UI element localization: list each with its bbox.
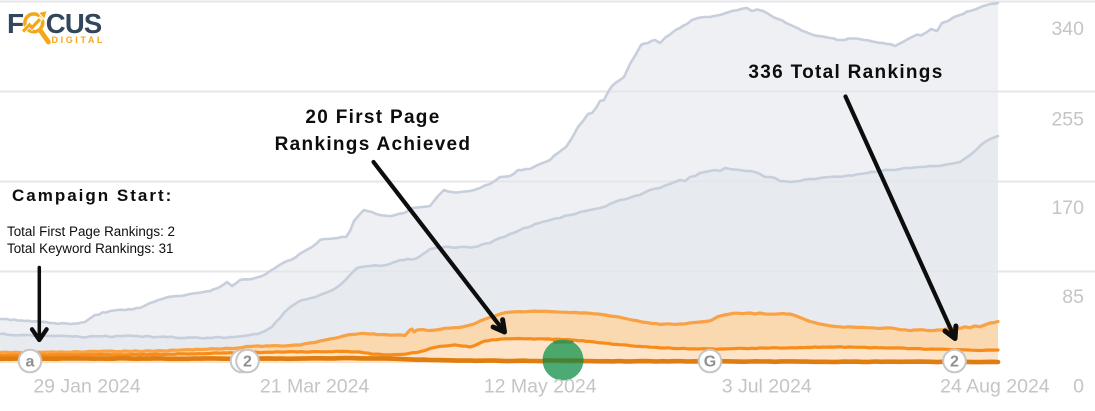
svg-text:2: 2 [950,354,959,371]
svg-text:3 Jul 2024: 3 Jul 2024 [722,376,812,398]
svg-text:DIGITAL: DIGITAL [52,35,106,45]
svg-text:2: 2 [243,354,252,371]
svg-text:170: 170 [1051,197,1084,219]
svg-text:F: F [7,8,25,39]
svg-text:340: 340 [1051,18,1084,40]
svg-text:12 May 2024: 12 May 2024 [484,376,597,398]
svg-text:21 Mar 2024: 21 Mar 2024 [260,376,370,398]
svg-text:29 Jan 2024: 29 Jan 2024 [33,376,141,398]
svg-text:a: a [26,354,35,371]
svg-text:85: 85 [1062,286,1084,308]
svg-text:24 Aug 2024: 24 Aug 2024 [940,376,1050,398]
svg-text:0: 0 [1073,376,1084,398]
svg-text:G: G [704,354,716,371]
svg-text:255: 255 [1051,109,1084,131]
svg-text:CUS: CUS [46,8,102,39]
